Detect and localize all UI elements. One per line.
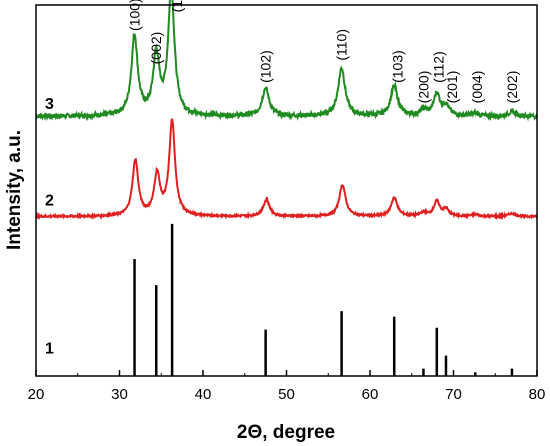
peak-label-5: (103) <box>390 50 406 83</box>
series-line-3 <box>35 0 538 122</box>
peak-label-8: (201) <box>444 71 460 104</box>
peak-label-7: (112) <box>430 51 446 83</box>
peak-label-2: (101) <box>169 0 185 12</box>
peak-label-9: (004) <box>469 71 485 104</box>
series-line-2 <box>35 118 538 221</box>
peak-annotations: (100) (002) (101) (102) (110) (103) (200)(112)… <box>127 0 520 103</box>
y-axis-title: Intensity, a.u. <box>4 130 25 250</box>
x-axis-title: 2Θ, degree <box>237 422 335 443</box>
peak-label-4: (110) <box>334 29 350 61</box>
curve-id-label-1: 1 <box>45 341 54 358</box>
plot-area <box>35 0 538 376</box>
x-axis-ticks: 20 30 40 50 60 70 80 <box>28 370 546 403</box>
curve-id-label-3: 3 <box>45 96 54 113</box>
x-tick-label-3: 50 <box>278 386 295 403</box>
curve-id-label-2: 2 <box>45 192 54 209</box>
x-tick-label-0: 20 <box>28 386 45 403</box>
peak-label-0: (100) <box>127 0 143 31</box>
plot-frame <box>35 4 538 377</box>
peak-label-1: (002) <box>148 32 164 65</box>
peak-label-10: (202) <box>504 71 520 104</box>
curve-id-labels: 1 2 3 <box>45 96 54 358</box>
x-tick-label-1: 30 <box>111 386 128 403</box>
x-tick-label-5: 70 <box>445 386 462 403</box>
x-tick-label-2: 40 <box>195 386 212 403</box>
peak-label-3: (102) <box>258 50 274 83</box>
reference-lines-1 <box>133 223 514 376</box>
peak-label-6: (200) <box>415 71 431 104</box>
x-tick-label-4: 60 <box>362 386 379 403</box>
x-tick-label-6: 80 <box>529 386 546 403</box>
